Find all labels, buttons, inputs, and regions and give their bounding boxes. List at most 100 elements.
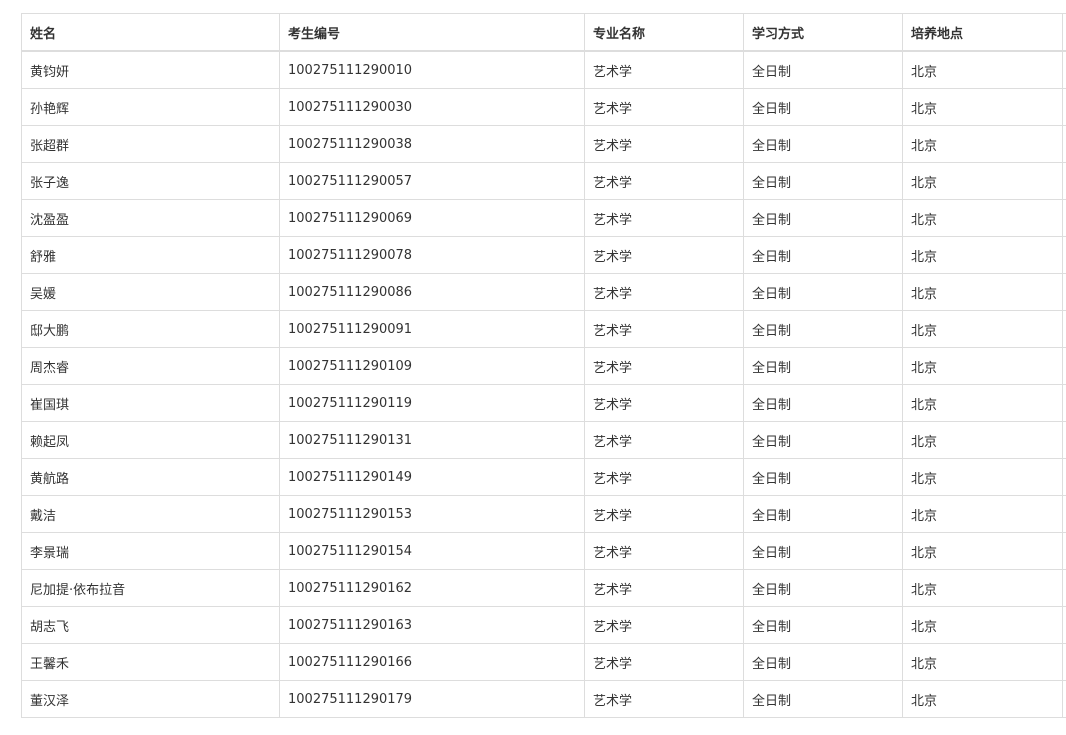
cell-name: 董汉泽: [21, 680, 280, 718]
cell-major: 艺术学: [584, 532, 744, 570]
table-row: 吴媛 100275111290086 艺术学 全日制 北京: [21, 273, 1066, 311]
table-row: 胡志飞 100275111290163 艺术学 全日制 北京: [21, 606, 1066, 644]
cell-study-mode: 全日制: [743, 310, 903, 348]
cell-exam-id: 100275111290119: [279, 384, 585, 422]
cell-name: 崔国琪: [21, 384, 280, 422]
cell-major: 艺术学: [584, 569, 744, 607]
cell-study-mode: 全日制: [743, 125, 903, 163]
cell-major: 艺术学: [584, 310, 744, 348]
cell-major: 艺术学: [584, 199, 744, 237]
cell-extra: [1062, 643, 1066, 681]
cell-exam-id: 100275111290153: [279, 495, 585, 533]
cell-location: 北京: [902, 236, 1063, 274]
header-name: 姓名: [21, 13, 280, 52]
cell-major: 艺术学: [584, 88, 744, 126]
cell-extra: [1062, 606, 1066, 644]
cell-exam-id: 100275111290010: [279, 50, 585, 89]
cell-exam-id: 100275111290154: [279, 532, 585, 570]
cell-name: 赖起凤: [21, 421, 280, 459]
cell-exam-id: 100275111290057: [279, 162, 585, 200]
cell-location: 北京: [902, 569, 1063, 607]
cell-study-mode: 全日制: [743, 50, 903, 89]
table-row: 崔国琪 100275111290119 艺术学 全日制 北京: [21, 384, 1066, 422]
cell-extra: [1062, 199, 1066, 237]
cell-exam-id: 100275111290179: [279, 680, 585, 718]
header-exam-id: 考生编号: [279, 13, 585, 52]
cell-study-mode: 全日制: [743, 273, 903, 311]
cell-name: 舒雅: [21, 236, 280, 274]
cell-exam-id: 100275111290038: [279, 125, 585, 163]
cell-major: 艺术学: [584, 680, 744, 718]
cell-name: 周杰睿: [21, 347, 280, 385]
cell-location: 北京: [902, 347, 1063, 385]
cell-study-mode: 全日制: [743, 162, 903, 200]
admission-list-table: 姓名 考生编号 专业名称 学习方式 培养地点 黄钧妍 100275111290010 艺术学…: [21, 13, 1066, 718]
table-row: 董汉泽 100275111290179 艺术学 全日制 北京: [21, 680, 1066, 718]
table-row: 舒雅 100275111290078 艺术学 全日制 北京: [21, 236, 1066, 274]
cell-exam-id: 100275111290109: [279, 347, 585, 385]
cell-major: 艺术学: [584, 606, 744, 644]
cell-extra: [1062, 88, 1066, 126]
cell-exam-id: 100275111290069: [279, 199, 585, 237]
cell-location: 北京: [902, 680, 1063, 718]
cell-major: 艺术学: [584, 162, 744, 200]
table-row: 张超群 100275111290038 艺术学 全日制 北京: [21, 125, 1066, 163]
cell-study-mode: 全日制: [743, 569, 903, 607]
cell-major: 艺术学: [584, 50, 744, 89]
table-header-row: 姓名 考生编号 专业名称 学习方式 培养地点: [21, 13, 1066, 52]
cell-major: 艺术学: [584, 347, 744, 385]
cell-location: 北京: [902, 50, 1063, 89]
table-row: 邸大鹏 100275111290091 艺术学 全日制 北京: [21, 310, 1066, 348]
table-row: 张子逸 100275111290057 艺术学 全日制 北京: [21, 162, 1066, 200]
table-row: 黄航路 100275111290149 艺术学 全日制 北京: [21, 458, 1066, 496]
cell-location: 北京: [902, 495, 1063, 533]
cell-exam-id: 100275111290166: [279, 643, 585, 681]
cell-name: 黄航路: [21, 458, 280, 496]
cell-exam-id: 100275111290163: [279, 606, 585, 644]
cell-extra: [1062, 532, 1066, 570]
cell-location: 北京: [902, 421, 1063, 459]
cell-location: 北京: [902, 88, 1063, 126]
header-study-mode: 学习方式: [743, 13, 903, 52]
cell-extra: [1062, 162, 1066, 200]
cell-location: 北京: [902, 199, 1063, 237]
cell-extra: [1062, 495, 1066, 533]
cell-location: 北京: [902, 458, 1063, 496]
cell-name: 黄钧妍: [21, 50, 280, 89]
cell-location: 北京: [902, 273, 1063, 311]
cell-name: 张超群: [21, 125, 280, 163]
cell-extra: [1062, 458, 1066, 496]
cell-study-mode: 全日制: [743, 458, 903, 496]
cell-exam-id: 100275111290078: [279, 236, 585, 274]
cell-name: 沈盈盈: [21, 199, 280, 237]
cell-major: 艺术学: [584, 421, 744, 459]
cell-name: 邸大鹏: [21, 310, 280, 348]
cell-location: 北京: [902, 643, 1063, 681]
cell-exam-id: 100275111290030: [279, 88, 585, 126]
cell-major: 艺术学: [584, 273, 744, 311]
cell-exam-id: 100275111290149: [279, 458, 585, 496]
cell-name: 戴洁: [21, 495, 280, 533]
cell-extra: [1062, 347, 1066, 385]
cell-name: 孙艳辉: [21, 88, 280, 126]
table-row: 周杰睿 100275111290109 艺术学 全日制 北京: [21, 347, 1066, 385]
table-row: 王馨禾 100275111290166 艺术学 全日制 北京: [21, 643, 1066, 681]
cell-study-mode: 全日制: [743, 199, 903, 237]
table-body: 黄钧妍 100275111290010 艺术学 全日制 北京 孙艳辉 10027511129…: [21, 50, 1066, 718]
cell-study-mode: 全日制: [743, 643, 903, 681]
cell-study-mode: 全日制: [743, 532, 903, 570]
cell-extra: [1062, 569, 1066, 607]
cell-extra: [1062, 50, 1066, 89]
cell-major: 艺术学: [584, 643, 744, 681]
table-row: 沈盈盈 100275111290069 艺术学 全日制 北京: [21, 199, 1066, 237]
table-row: 尼加提·依布拉音 100275111290162 艺术学 全日制 北京: [21, 569, 1066, 607]
cell-location: 北京: [902, 162, 1063, 200]
cell-exam-id: 100275111290086: [279, 273, 585, 311]
cell-location: 北京: [902, 606, 1063, 644]
table-row: 李景瑞 100275111290154 艺术学 全日制 北京: [21, 532, 1066, 570]
cell-extra: [1062, 125, 1066, 163]
header-location: 培养地点: [902, 13, 1063, 52]
cell-location: 北京: [902, 125, 1063, 163]
cell-name: 尼加提·依布拉音: [21, 569, 280, 607]
cell-major: 艺术学: [584, 236, 744, 274]
